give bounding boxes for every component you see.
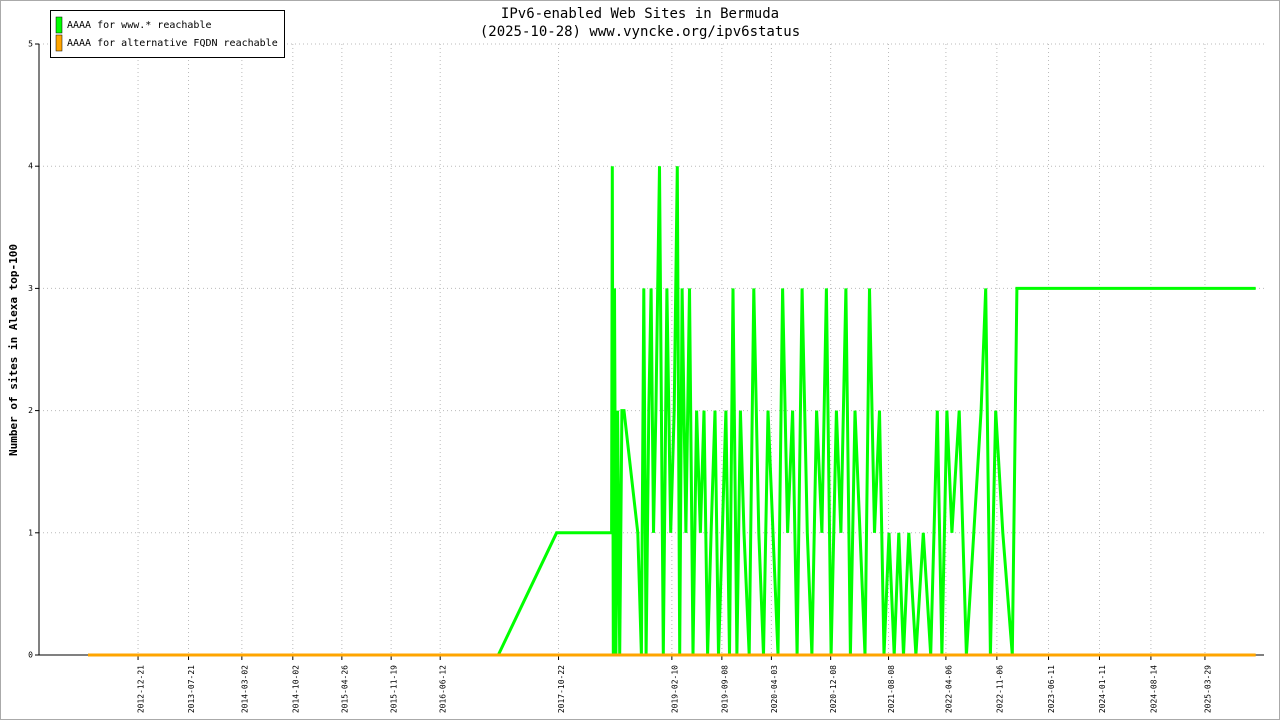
legend-label: AAAA for alternative FQDN reachable <box>67 38 278 49</box>
legend: AAAA for www.* reachable AAAA for alterna… <box>50 10 285 58</box>
legend-label: AAAA for www.* reachable <box>67 20 212 31</box>
chart-subtitle: (2025-10-28) www.vyncke.org/ipv6status <box>480 24 800 40</box>
x-tick-label: 2022-04-06 <box>944 665 953 713</box>
x-tick-label: 2014-10-02 <box>291 665 300 713</box>
y-tick-label: 0 <box>28 651 33 660</box>
x-tick-label: 2015-11-19 <box>390 665 399 713</box>
x-tick-label: 2019-09-08 <box>720 665 729 713</box>
x-tick-label: 2012-12-21 <box>137 665 146 713</box>
y-tick-label: 5 <box>28 40 33 49</box>
y-axis-label: Number of sites in Alexa top-100 <box>7 244 20 456</box>
x-tick-label: 2015-04-26 <box>340 665 349 713</box>
x-tick-label: 2022-11-06 <box>995 665 1004 713</box>
legend-swatch <box>55 16 63 34</box>
x-tick-label: 2025-03-29 <box>1203 665 1212 713</box>
x-tick-label: 2019-02-10 <box>670 665 679 713</box>
legend-box <box>50 10 285 58</box>
x-tick-label: 2017-10-22 <box>557 665 566 713</box>
x-tick-label: 2023-06-11 <box>1047 665 1056 713</box>
legend-swatch <box>55 34 63 52</box>
y-tick-label: 1 <box>28 528 33 537</box>
x-tick-label: 2024-08-14 <box>1149 665 1158 713</box>
x-tick-label: 2016-06-12 <box>439 665 448 713</box>
x-tick-label: 2020-12-08 <box>829 665 838 713</box>
x-tick-label: 2024-01-11 <box>1098 665 1107 713</box>
x-tick-label: 2021-08-08 <box>887 665 896 713</box>
y-tick-label: 3 <box>28 284 33 293</box>
x-tick-label: 2020-04-03 <box>770 665 779 713</box>
y-tick-label: 2 <box>28 406 33 415</box>
chart-title: IPv6-enabled Web Sites in Bermuda <box>501 6 779 22</box>
x-tick-label: 2013-07-21 <box>187 665 196 713</box>
y-tick-label: 4 <box>28 162 33 171</box>
x-tick-label: 2014-03-02 <box>240 665 249 713</box>
